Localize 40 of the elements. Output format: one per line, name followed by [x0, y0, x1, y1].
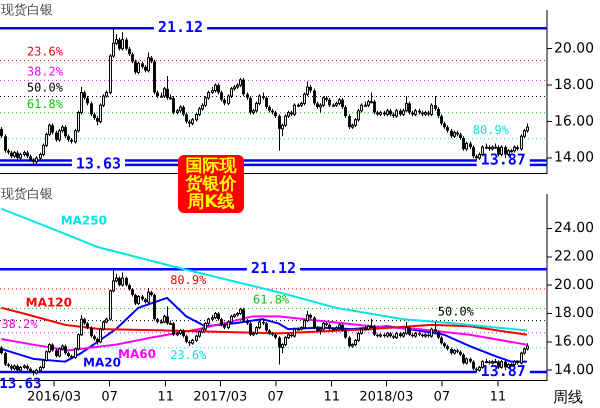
text: 周线 [553, 388, 583, 407]
annotation: 50.0% [438, 304, 475, 319]
y-tick-label: 14.00 [554, 362, 594, 378]
annotation: 23.6% [170, 348, 208, 362]
x-tick-label: 11 [490, 390, 506, 405]
x-tick-label: 07 [101, 390, 118, 405]
y-tick-label: 16.00 [554, 113, 594, 130]
ref-line-label: 13.87 [480, 362, 526, 380]
annotation: 23.6% [26, 44, 64, 59]
ref-line-label: 13.87 [480, 150, 526, 168]
y-tick-label: 16.00 [554, 333, 594, 350]
series-label: MA250 [60, 213, 107, 228]
series-label: MA120 [26, 296, 72, 310]
annotation: 38.2% [1, 316, 38, 331]
y-tick-label: 20.00 [554, 40, 594, 56]
y-tick-label: 18.00 [554, 305, 594, 322]
ref-line-label: 21.12 [250, 259, 296, 278]
annotation: 61.8% [253, 292, 290, 307]
x-tick-label: 2018/03 [359, 390, 414, 405]
ref-line-label: 21.12 [158, 18, 204, 36]
x-tick-label: 11 [323, 390, 340, 405]
annotation: 38.2% [26, 64, 64, 79]
annotation: 61.8% [26, 96, 64, 111]
annotation: 80.9% [472, 122, 510, 137]
y-tick-label: 18.00 [554, 76, 594, 93]
x-tick-label: 07 [434, 390, 450, 405]
x-tick-label: 11 [157, 390, 174, 405]
chart-title: 现货白银 [1, 186, 53, 203]
y-tick-label: 14.00 [554, 150, 594, 166]
y-tick-label: 22.00 [554, 248, 594, 264]
x-tick-label: 2016/03 [27, 390, 82, 405]
ref-line-label: 13.63 [76, 154, 122, 173]
x-tick-label: 07 [268, 390, 284, 405]
y-tick-label: 24.00 [554, 220, 594, 236]
annotation: 国际现货银价周K线 [178, 155, 244, 213]
annotation: 80.9% [170, 272, 208, 287]
chart-title: 现货白银 [1, 2, 53, 19]
annotation: 50.0% [26, 80, 64, 95]
y-tick-label: 20.00 [554, 276, 594, 293]
x-tick-label: 2017/03 [193, 390, 248, 405]
